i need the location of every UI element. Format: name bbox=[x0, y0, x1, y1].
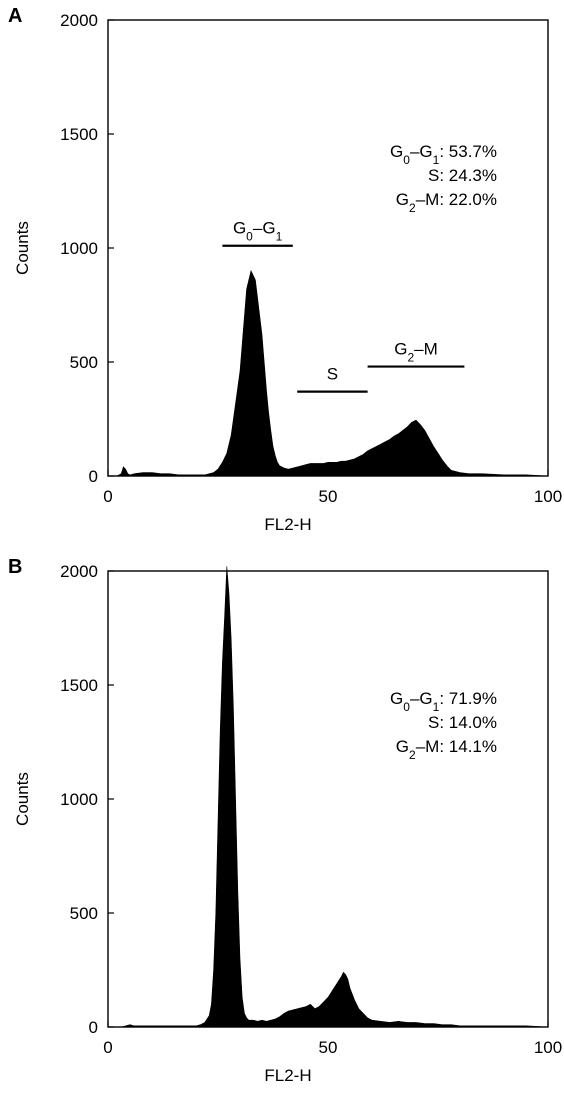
panel-a-gate-label: G2–M bbox=[394, 340, 438, 365]
panel-b-stat-line: S: 14.0% bbox=[428, 713, 497, 732]
panel-a-gate-label: G0–G1 bbox=[233, 219, 283, 244]
panel-b-xtick-label: 100 bbox=[534, 1038, 562, 1057]
panel-b-ytick-label: 1000 bbox=[60, 790, 98, 809]
panel-b-y-axis-label: Counts bbox=[13, 772, 32, 826]
panel-b-stat-line: G2–M: 14.1% bbox=[396, 737, 497, 762]
panel-a-stat-line: G0–G1: 53.7% bbox=[390, 142, 497, 167]
panel-b-plot-frame bbox=[107, 570, 549, 1028]
panel-a-ytick-label: 1000 bbox=[60, 239, 98, 258]
panel-a-chart: A 0 500 1000 1500 2000 0 50 100 FL2-H Counts G0–G1:… bbox=[8, 5, 562, 534]
panel-a-label: A bbox=[8, 5, 22, 27]
panel-a-xtick-label: 0 bbox=[103, 487, 112, 506]
panel-a-x-axis-label: FL2-H bbox=[264, 515, 311, 534]
panel-b-ytick-label: 1500 bbox=[60, 676, 98, 695]
panel-a-ytick-label: 0 bbox=[89, 467, 98, 486]
panel-b-label: B bbox=[8, 556, 22, 578]
panel-b-histogram bbox=[108, 566, 549, 1028]
panel-b-ytick-label: 500 bbox=[70, 904, 98, 923]
panel-a-xtick-label: 50 bbox=[319, 487, 338, 506]
panel-b-x-axis-label: FL2-H bbox=[264, 1066, 311, 1085]
panel-b-xtick-label: 0 bbox=[103, 1038, 112, 1057]
panel-b-ytick-label: 0 bbox=[89, 1018, 98, 1037]
panel-b-stat-line: G0–G1: 71.9% bbox=[390, 689, 497, 714]
panel-a-gate-label: S bbox=[327, 365, 338, 384]
panel-a-ytick-label: 500 bbox=[70, 353, 98, 372]
panel-a-stat-line: G2–M: 22.0% bbox=[396, 190, 497, 215]
panel-a-ytick-label: 2000 bbox=[60, 11, 98, 30]
panel-a-stat-line: S: 24.3% bbox=[428, 166, 497, 185]
panel-a-plot-frame bbox=[107, 19, 549, 477]
panel-b-chart: B 0 500 1000 1500 2000 0 50 100 FL2-H Counts G0–G1:… bbox=[8, 556, 562, 1085]
panel-a-xtick-label: 100 bbox=[534, 487, 562, 506]
panel-b-ytick-label: 2000 bbox=[60, 562, 98, 581]
panel-a-ytick-label: 1500 bbox=[60, 125, 98, 144]
panel-a-y-axis-label: Counts bbox=[13, 221, 32, 275]
panel-b-xtick-label: 50 bbox=[319, 1038, 338, 1057]
panel-a-histogram bbox=[108, 269, 549, 477]
